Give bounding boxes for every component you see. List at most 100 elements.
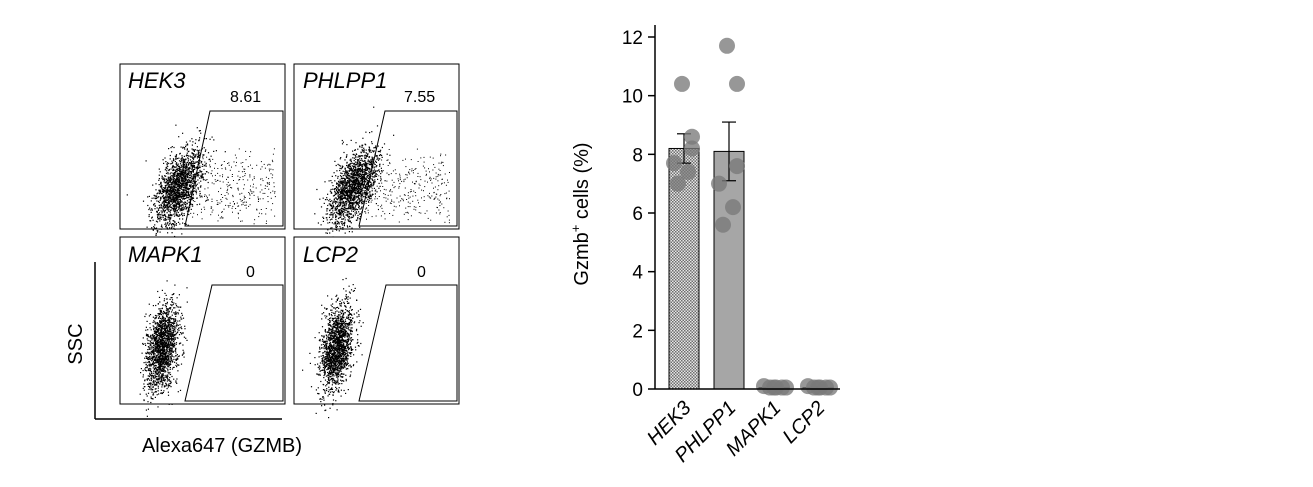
event-dot — [370, 162, 372, 164]
event-dot — [361, 145, 363, 147]
event-dot — [343, 177, 345, 179]
event-dot — [178, 208, 180, 210]
event-dot — [365, 185, 367, 187]
event-dot — [163, 300, 165, 302]
event-dot — [169, 324, 171, 326]
event-dot — [151, 362, 153, 365]
event-dot — [356, 192, 358, 194]
event-dot — [345, 184, 347, 186]
event-dot — [412, 181, 413, 183]
event-dot — [181, 208, 183, 210]
event-dot — [379, 151, 381, 153]
event-dot — [229, 205, 231, 206]
event-dot — [361, 171, 364, 173]
event-dot — [175, 200, 177, 202]
event-dot — [368, 164, 370, 166]
event-dot — [403, 179, 405, 181]
event-dot — [365, 181, 367, 183]
event-dot — [167, 202, 169, 204]
event-dot — [161, 228, 163, 230]
event-dot — [183, 203, 185, 205]
event-dot — [387, 194, 389, 196]
event-dot — [414, 192, 416, 193]
event-dot — [356, 195, 358, 197]
event-dot — [370, 184, 372, 186]
event-dot — [175, 208, 177, 210]
event-dot — [352, 166, 354, 168]
event-dot — [245, 207, 247, 209]
event-dot — [208, 199, 209, 201]
event-dot — [160, 210, 162, 212]
event-dot — [356, 170, 358, 172]
event-dot — [177, 191, 179, 193]
event-dot — [354, 199, 356, 201]
event-dot — [346, 183, 348, 185]
event-dot — [161, 193, 163, 195]
event-dot — [361, 171, 363, 173]
event-dot — [171, 214, 173, 216]
event-dot — [172, 202, 174, 204]
event-dot — [405, 166, 407, 168]
event-dot — [367, 166, 369, 169]
event-dot — [206, 156, 208, 158]
event-dot — [364, 171, 366, 173]
event-dot — [155, 234, 157, 236]
event-dot — [189, 177, 191, 179]
event-dot — [180, 326, 182, 328]
event-dot — [344, 191, 346, 193]
event-dot — [325, 232, 327, 234]
event-dot — [326, 210, 328, 212]
event-dot — [171, 322, 173, 324]
event-dot — [200, 132, 202, 134]
event-dot — [171, 403, 173, 405]
event-dot — [212, 158, 214, 160]
event-dot — [242, 201, 244, 203]
event-dot — [167, 182, 169, 184]
event-dot — [185, 189, 187, 191]
event-dot — [214, 163, 216, 165]
event-dot — [369, 186, 371, 188]
event-dot — [148, 382, 150, 384]
event-dot — [249, 197, 251, 199]
event-dot — [371, 183, 373, 185]
event-dot — [351, 216, 353, 218]
event-dot — [266, 185, 268, 187]
event-dot — [196, 161, 198, 163]
event-dot — [157, 372, 159, 375]
event-dot — [355, 176, 357, 178]
event-dot — [367, 160, 369, 162]
event-dot — [188, 163, 190, 165]
event-dot — [212, 175, 213, 177]
event-dot — [225, 204, 227, 206]
event-dot — [423, 156, 425, 158]
event-dot — [222, 176, 223, 178]
flow-panel-hek3: HEK3 8.61 — [119, 63, 286, 258]
event-dot — [382, 186, 384, 187]
event-dot — [184, 164, 186, 166]
event-dot — [374, 198, 376, 200]
event-dot — [226, 184, 228, 186]
event-dot — [187, 164, 189, 166]
event-dot — [340, 187, 342, 189]
event-dot — [374, 175, 376, 177]
event-dot — [447, 210, 449, 212]
event-dot — [196, 166, 198, 168]
event-dot — [353, 185, 355, 187]
event-dot — [163, 319, 165, 321]
event-dot — [169, 319, 171, 321]
event-dot — [256, 164, 258, 166]
event-dot — [154, 323, 156, 325]
event-dot — [335, 187, 337, 190]
event-dot — [143, 389, 145, 391]
event-dot — [186, 166, 188, 168]
event-dot — [331, 218, 333, 220]
event-dot — [155, 368, 157, 370]
event-dot — [183, 184, 185, 186]
event-dot — [357, 204, 359, 206]
event-dot — [172, 209, 174, 211]
event-dot — [424, 167, 426, 169]
event-dot — [153, 349, 155, 351]
event-dot — [185, 167, 187, 170]
event-dot — [185, 178, 187, 180]
event-dot — [413, 208, 415, 210]
